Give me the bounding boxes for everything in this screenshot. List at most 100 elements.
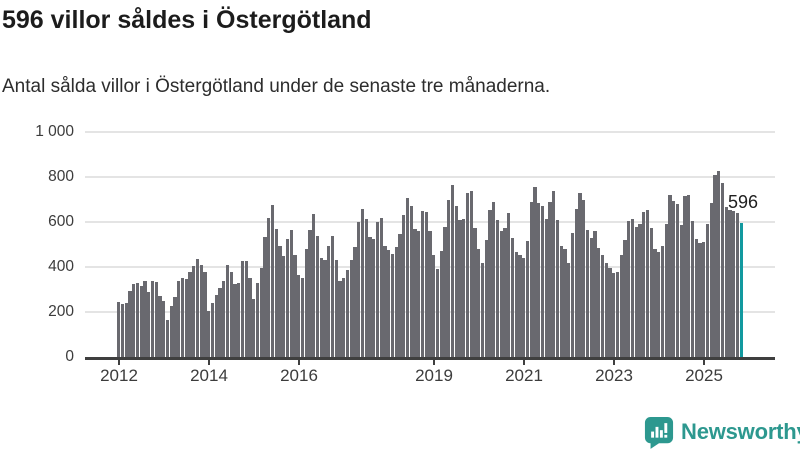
bar <box>334 260 338 357</box>
y-axis-label: 1 000 <box>35 123 74 140</box>
bar <box>589 237 593 357</box>
bar <box>428 231 432 357</box>
bar <box>207 310 211 357</box>
bar <box>424 211 428 357</box>
bar <box>630 218 635 357</box>
bar <box>690 220 695 357</box>
bar <box>495 219 500 357</box>
bar <box>548 201 552 357</box>
x-axis-tick <box>118 359 120 365</box>
bar <box>465 192 470 357</box>
y-axis-label: 200 <box>48 303 74 320</box>
bar <box>267 217 271 357</box>
bar <box>169 306 173 357</box>
bar <box>252 298 256 357</box>
bar <box>357 222 361 357</box>
bar <box>233 283 237 357</box>
bar <box>124 303 128 357</box>
bar <box>237 282 241 357</box>
bar <box>263 236 267 357</box>
gridline <box>85 221 775 223</box>
bar <box>214 295 218 357</box>
newsworthy-logo[interactable]: Newsworthy <box>644 416 800 449</box>
x-axis-label: 2014 <box>190 366 228 385</box>
bar <box>150 280 155 357</box>
bar <box>567 262 571 357</box>
bar <box>552 190 556 357</box>
bar <box>315 235 320 357</box>
x-axis-line <box>85 357 775 360</box>
bar <box>450 184 455 357</box>
bar <box>162 300 166 357</box>
bar <box>668 195 672 357</box>
bar <box>672 200 676 357</box>
bar <box>578 192 582 357</box>
bar <box>240 261 245 357</box>
bar <box>120 304 125 357</box>
bar <box>653 249 657 357</box>
bar <box>274 228 278 357</box>
highlight-value-label: 596 <box>728 192 759 212</box>
bar <box>597 247 601 357</box>
x-axis-tick <box>298 359 300 365</box>
bar <box>390 253 395 357</box>
gridline <box>85 131 775 133</box>
x-axis-tick <box>613 359 615 365</box>
bar <box>349 260 353 357</box>
bar <box>270 205 275 357</box>
bar <box>405 198 410 357</box>
bar <box>225 264 230 357</box>
bar <box>540 206 545 357</box>
chart-subtitle: Antal sålda villor i Östergötland under … <box>2 76 551 97</box>
highlight-bar <box>739 222 743 357</box>
bar <box>293 254 297 357</box>
bar <box>544 218 548 357</box>
bar <box>282 255 286 357</box>
bar <box>139 286 143 357</box>
bar <box>117 301 121 357</box>
bar <box>522 258 526 357</box>
bar <box>308 229 312 357</box>
bar <box>368 236 372 357</box>
x-axis-label: 2021 <box>505 366 543 385</box>
y-axis-label: 400 <box>48 258 74 275</box>
bar <box>375 222 380 357</box>
bar <box>510 237 515 357</box>
bar <box>469 190 473 357</box>
x-axis-tick <box>208 359 210 365</box>
bar <box>507 213 511 357</box>
bar <box>210 303 215 357</box>
bar <box>735 213 740 357</box>
bar <box>458 219 462 357</box>
bar <box>627 220 631 357</box>
bar <box>338 280 342 357</box>
bar <box>638 224 642 357</box>
bar <box>570 233 575 357</box>
bar <box>413 228 417 357</box>
bar <box>255 282 260 357</box>
bar <box>300 278 305 357</box>
bar <box>717 171 721 357</box>
y-axis-label: 0 <box>65 348 74 365</box>
bar <box>679 225 683 357</box>
newsworthy-wordmark: Newsworthy <box>681 419 800 444</box>
chart-title: 596 villor såldes i Östergötland <box>2 6 372 34</box>
bar <box>563 249 567 357</box>
bar <box>514 252 518 357</box>
bar <box>608 268 612 357</box>
bar <box>473 227 477 357</box>
bar <box>372 238 376 357</box>
bar <box>720 182 725 357</box>
bar <box>154 281 158 357</box>
bar <box>409 206 413 357</box>
bar <box>330 235 335 357</box>
x-axis-tick <box>523 359 525 365</box>
bar <box>128 290 132 357</box>
bar <box>660 245 665 357</box>
bar <box>503 227 507 357</box>
newsworthy-bubble-chart-icon <box>644 416 674 449</box>
bar <box>319 258 323 357</box>
bar <box>173 297 177 357</box>
bar <box>143 280 147 357</box>
bar <box>683 196 687 357</box>
